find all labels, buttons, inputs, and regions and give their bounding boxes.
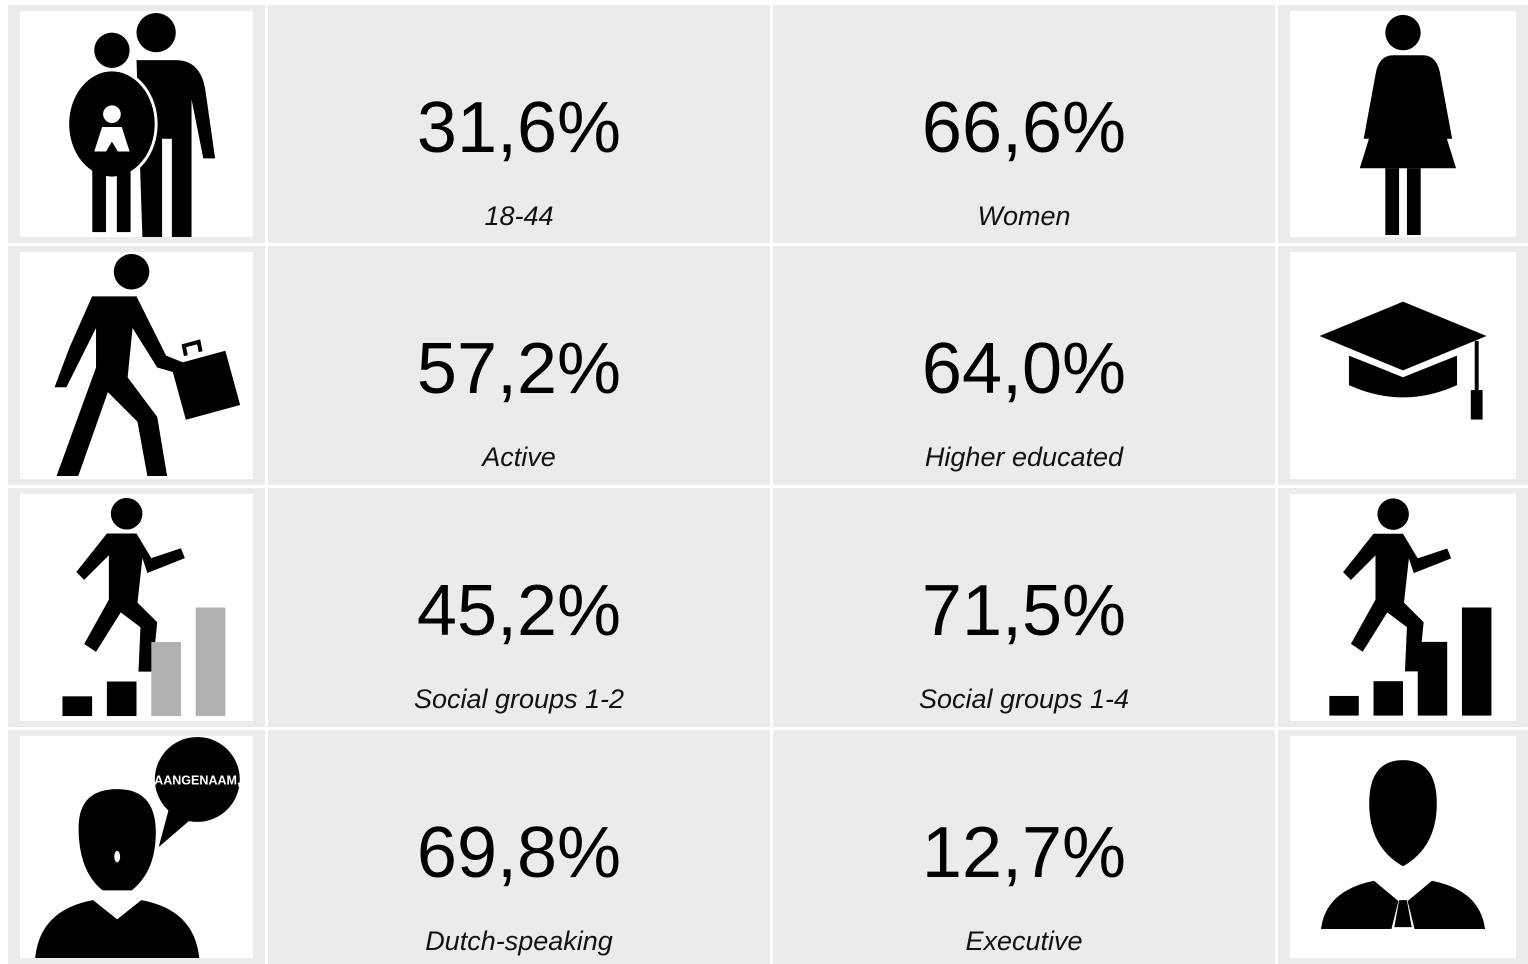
woman-icon — [1290, 11, 1516, 237]
stat-label: Executive — [965, 926, 1083, 956]
stat-label: Women — [977, 201, 1071, 231]
stat-value: 57,2% — [416, 329, 622, 409]
stat-cell: 12,7% Executive — [773, 730, 1275, 964]
stat-label: Active — [482, 442, 556, 472]
stat-value: 12,7% — [921, 813, 1127, 893]
climber-icon — [1290, 494, 1516, 721]
stat-value: 64,0% — [921, 329, 1127, 409]
stat-value: 69,8% — [416, 813, 622, 893]
executive-icon — [1290, 736, 1516, 958]
icon-cell — [1278, 5, 1528, 243]
stat-cell: 64,0% Higher educated — [773, 246, 1275, 485]
stat-label: Social groups 1-2 — [413, 684, 625, 714]
stat-label: Higher educated — [924, 442, 1124, 472]
stat-value: 71,5% — [921, 571, 1127, 651]
climber-icon — [20, 494, 253, 721]
icon-cell — [8, 5, 265, 243]
stat-label: Dutch-speaking — [425, 926, 613, 956]
stat-cell: 45,2% Social groups 1-2 — [268, 488, 770, 727]
speech-text: AANGENAAM, — [154, 773, 240, 787]
stat-cell: 57,2% Active — [268, 246, 770, 485]
icon-cell — [8, 246, 265, 485]
stat-cell: 31,6% 18-44 — [268, 5, 770, 243]
grad-cap-icon — [1290, 252, 1516, 479]
icon-cell: AANGENAAM, — [8, 730, 265, 964]
worker-icon — [20, 252, 253, 479]
speaker-icon: AANGENAAM, — [20, 736, 253, 958]
stat-label: 18-44 — [484, 201, 554, 231]
family-icon — [20, 11, 253, 237]
stat-value: 66,6% — [921, 88, 1127, 168]
icon-cell — [1278, 246, 1528, 485]
stat-value: 31,6% — [416, 88, 622, 168]
icon-cell — [1278, 730, 1528, 964]
icon-cell — [8, 488, 265, 727]
stat-value: 45,2% — [416, 571, 622, 651]
stat-cell: 66,6% Women — [773, 5, 1275, 243]
stat-cell: 71,5% Social groups 1-4 — [773, 488, 1275, 727]
stat-cell: 69,8% Dutch-speaking — [268, 730, 770, 964]
icon-cell — [1278, 488, 1528, 727]
stat-label: Social groups 1-4 — [918, 684, 1130, 714]
